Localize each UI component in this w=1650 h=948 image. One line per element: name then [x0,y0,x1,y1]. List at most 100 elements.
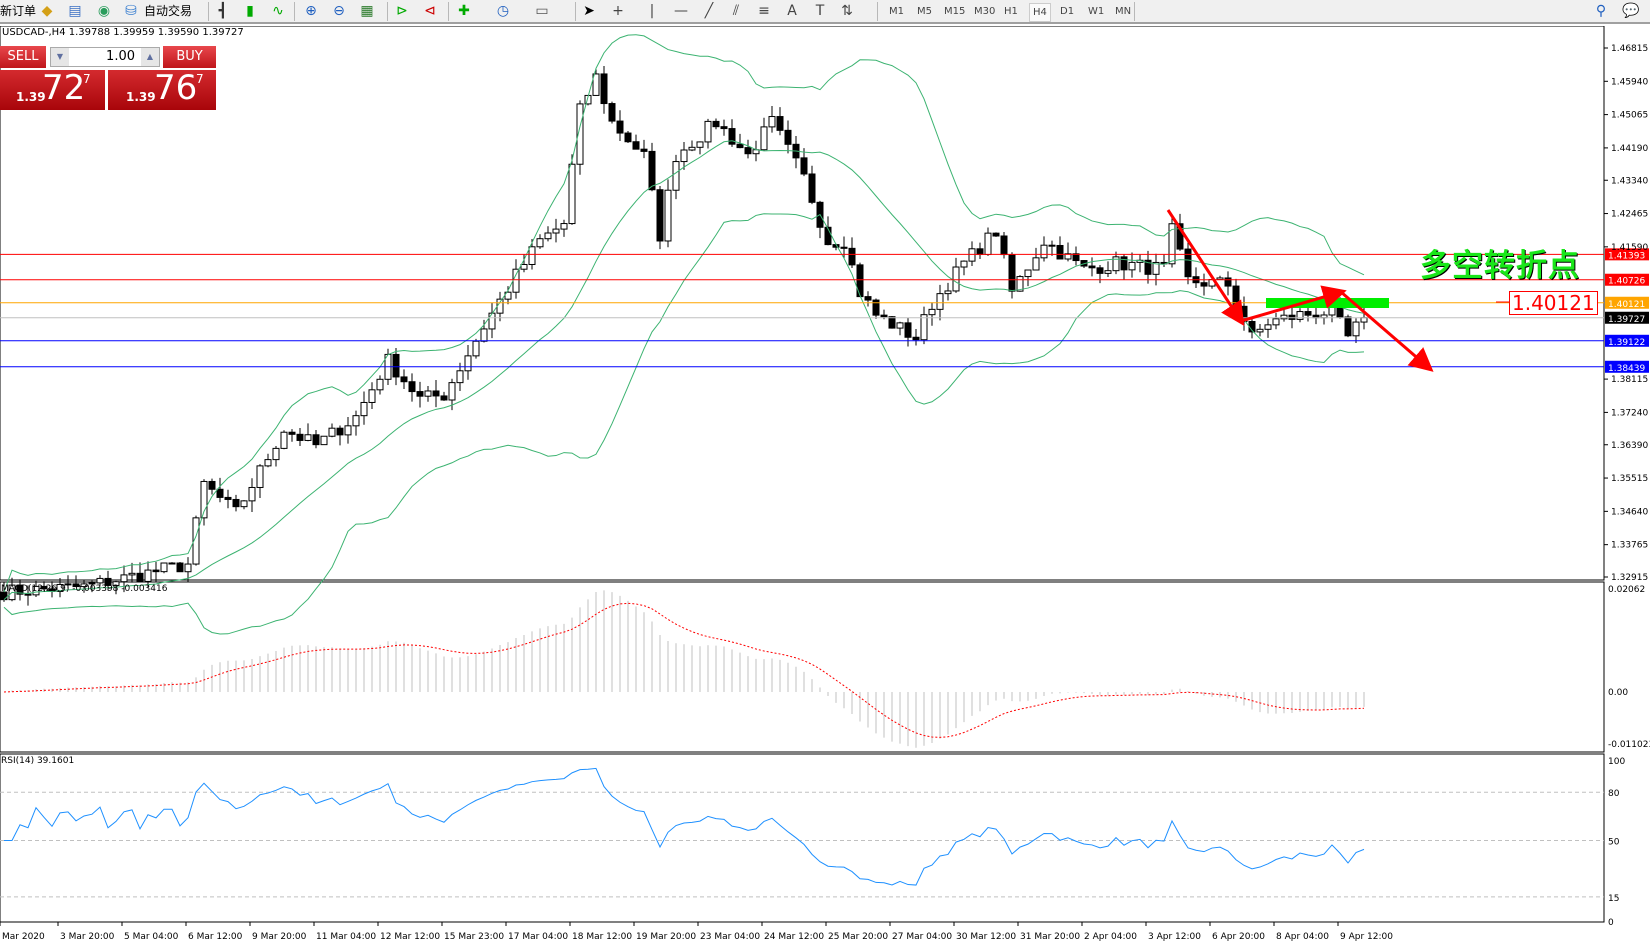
chat-icon[interactable]: 💬 [1622,3,1640,19]
lot-value[interactable]: 1.00 [106,49,135,64]
candle-bear [408,381,416,393]
time-axis-label: 31 Mar 20:00 [1020,932,1080,942]
candlestick-icon[interactable]: ▮ [246,3,254,19]
auto-trading-button[interactable]: 自动交易 [144,4,193,18]
text-icon[interactable]: A [787,3,797,19]
timeframe-w1[interactable]: W1 [1088,6,1105,17]
zoom-in-icon[interactable]: ⊕ [305,3,317,19]
candle-bear [648,150,656,191]
chart-area[interactable]: 1.413931.407261.401211.397271.391221.384… [0,26,1650,948]
toolbar: 新订单 ◆ ▤ ◉ ⛁ 自动交易 ┫ ▮ ∿ ⊕ ⊖ ▦ ⊳ ⊲ ✚ ◷ ▭ ➤… [0,0,1650,24]
price-axis-label: 1.42465 [1611,210,1648,220]
candle-bear [808,173,816,203]
cursor-icon[interactable]: ➤ [583,3,595,19]
lot-size-input[interactable]: ▼ 1.00 ▲ [50,47,160,67]
candle-bear [440,395,448,401]
vertical-line-icon[interactable]: | [649,3,655,19]
tile-windows-icon[interactable]: ▦ [360,3,374,19]
chart-shift-icon[interactable]: ⊳ [396,3,408,19]
candle-bull [984,232,992,256]
candle-bear [168,562,176,565]
arrows-icon[interactable]: ⇅ [841,3,853,19]
auto-trading-icon[interactable]: ⛁ [125,3,137,19]
indicators-icon[interactable]: ✚ [458,3,470,19]
annotation-text[interactable]: 多空转折点 [1420,248,1580,284]
candle-bear [600,73,608,105]
timeframe-m5[interactable]: M5 [917,6,932,17]
bollinger-upper [3,34,1365,593]
candle-bear [232,498,240,508]
candle-bull [488,312,496,330]
fibonacci-icon[interactable]: ≡ [758,3,770,19]
annotation-price-label[interactable]: 1.40121 [1509,291,1598,315]
navigator-icon[interactable]: ▤ [68,3,82,19]
macd-axis-label: 0.00 [1608,688,1628,698]
candle-bear [72,583,80,588]
buy-price[interactable]: 1.39 76 7 [108,68,216,110]
macd-signal-line [3,602,1365,738]
timeframe-d1[interactable]: D1 [1060,6,1075,17]
candle-bull [944,290,952,295]
time-axis-label: 11 Mar 04:00 [316,932,376,942]
market-watch-icon[interactable]: ◆ [41,3,53,19]
candle-bear [720,126,728,130]
crosshair-icon[interactable]: + [612,3,624,19]
zoom-out-icon[interactable]: ⊖ [333,3,345,19]
candle-bull [200,480,208,519]
timeframe-mn[interactable]: MN [1115,6,1132,17]
templates-icon[interactable]: ▭ [535,3,549,19]
new-order-button[interactable]: 新订单 [0,4,37,18]
signals-icon[interactable]: ◉ [97,3,111,19]
periods-icon[interactable]: ◷ [496,3,510,19]
price-level-tag [1605,360,1649,373]
sell-button[interactable]: SELL [0,46,46,68]
timeframe-m1[interactable]: M1 [889,6,904,17]
candle-bear [216,488,224,498]
price-axis-label: 1.37240 [1611,408,1648,418]
price-axis-label: 1.45940 [1611,77,1648,87]
equidistant-channel-icon[interactable]: ⫽ [732,3,740,19]
candle-bear [1000,235,1008,256]
line-chart-icon[interactable]: ∿ [272,3,284,19]
lot-increase-icon[interactable]: ▲ [141,48,159,66]
turning-zone [1266,298,1389,308]
price-axis-label: 1.33765 [1611,541,1648,551]
candle-bull [456,370,464,384]
candle-bear [880,314,888,318]
candle-bull [88,582,96,585]
candle-bear [864,296,872,301]
candle-bull [368,389,376,403]
timeframe-h4[interactable]: H4 [1029,3,1051,22]
bar-chart-icon[interactable]: ┫ [218,3,228,19]
buy-button[interactable]: BUY [163,46,216,68]
rsi-label: RSI(14) 39.1601 [1,756,75,766]
price-level-value: 1.40726 [1608,277,1645,287]
candle-bull [760,126,768,151]
lot-decrease-icon[interactable]: ▼ [51,48,69,66]
candle-bull [968,248,976,262]
autoscroll-icon[interactable]: ⊲ [424,3,436,19]
time-axis-label: 6 Mar 12:00 [188,932,243,942]
candle-bull [144,569,152,582]
time-axis-label: 23 Mar 04:00 [700,932,760,942]
candle-bull [472,340,480,357]
candle-bear [296,433,304,441]
candle-bear [624,132,632,143]
candle-bear [336,427,344,436]
rsi-axis-label: 100 [1608,757,1625,767]
time-axis-label: 9 Mar 20:00 [252,932,307,942]
horizontal-line-icon[interactable]: — [674,3,688,19]
candle-bear [1072,253,1080,262]
text-label-icon[interactable]: T [815,3,825,19]
candle-bull [424,390,432,397]
rsi-axis-label: 15 [1608,894,1619,904]
candle-bear [16,584,24,595]
price-axis-label: 1.36390 [1611,441,1648,451]
timeframe-h1[interactable]: H1 [1004,6,1018,17]
candle-bull [896,322,904,329]
trendline-icon[interactable]: ╱ [704,3,714,19]
sell-price[interactable]: 1.39 72 7 [0,68,105,110]
timeframe-m30[interactable]: M30 [974,6,996,17]
search-icon[interactable]: ⚲ [1595,3,1607,19]
timeframe-m15[interactable]: M15 [944,6,966,17]
